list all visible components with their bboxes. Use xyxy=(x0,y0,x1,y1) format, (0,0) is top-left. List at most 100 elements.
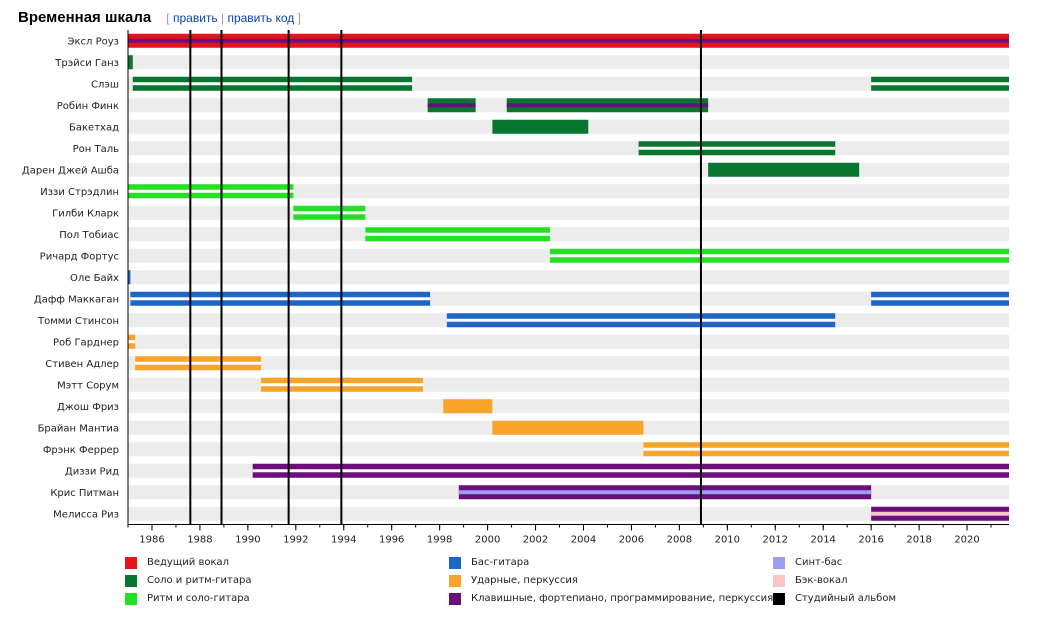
legend-item: Ударные, перкуссия xyxy=(449,574,578,590)
member-name: Ричард Фортус xyxy=(40,251,119,262)
x-tick-label: 2006 xyxy=(619,535,644,546)
member-bar-stripe xyxy=(458,490,872,495)
x-tick-label: 1990 xyxy=(235,535,260,546)
x-tick-label: 2004 xyxy=(571,535,596,546)
legend-swatch xyxy=(449,556,461,569)
legend-swatch xyxy=(125,556,137,569)
member-bar xyxy=(128,55,133,70)
member-name: Иззи Стрэдлин xyxy=(40,187,119,198)
legend-swatch xyxy=(125,574,137,587)
member-bar-stripe xyxy=(130,297,431,301)
legend-label: Синт-бас xyxy=(795,557,843,568)
row-background xyxy=(128,205,1009,220)
x-tick-label: 2008 xyxy=(667,535,692,546)
legend-swatch xyxy=(773,574,785,587)
member-name: Эксл Роуз xyxy=(68,36,119,47)
member-name: Оле Байх xyxy=(70,273,119,284)
legend-item: Ведущий вокал xyxy=(125,556,229,572)
x-tick-label: 1996 xyxy=(379,535,404,546)
x-tick-label: 2002 xyxy=(523,535,548,546)
edit-bracket-open: [ xyxy=(166,11,170,25)
legend-item: Бас-гитара xyxy=(449,556,529,572)
legend-label: Ударные, перкуссия xyxy=(471,575,578,586)
member-name: Диззи Рид xyxy=(65,466,119,477)
studio-album-lines xyxy=(189,30,702,525)
x-tick-label: 1992 xyxy=(283,535,308,546)
member-name: Робин Финк xyxy=(57,101,119,112)
legend-label: Клавишные, фортепиано, программирование,… xyxy=(471,593,774,604)
x-tick-label: 2012 xyxy=(763,535,788,546)
row-background xyxy=(128,227,1009,242)
member-bar-stripe xyxy=(643,447,1009,451)
row-background xyxy=(128,55,1009,70)
x-tick-label: 1986 xyxy=(139,535,164,546)
member-bar-stripe xyxy=(128,189,294,193)
row-background xyxy=(128,377,1009,392)
legend-item: Ритм и соло-гитара xyxy=(125,592,250,608)
member-name: Слэш xyxy=(91,79,119,90)
legend-item: Соло и ритм-гитара xyxy=(125,574,251,590)
member-name: Рон Таль xyxy=(73,144,119,155)
legend-label: Ритм и соло-гитара xyxy=(147,593,250,604)
row-background xyxy=(128,270,1009,285)
edit-code-link[interactable]: править код xyxy=(227,11,295,25)
member-name: Пол Тобиас xyxy=(59,230,119,241)
member-bar-stripe xyxy=(871,82,1009,86)
x-tick-label: 2014 xyxy=(810,535,835,546)
legend-item: Клавишные, фортепиано, программирование,… xyxy=(449,592,773,608)
x-axis: 1986 1988 1990 1992 1994 1996 1998 2000 2002 2004… xyxy=(127,30,1009,546)
member-bar-stripe xyxy=(365,232,550,236)
member-name: Стивен Адлер xyxy=(45,359,119,370)
x-tick-label: 1998 xyxy=(427,535,452,546)
x-tick-label: 2000 xyxy=(475,535,500,546)
timeline-chart: Эксл Роуз Трэйси Ганз Слэш Робин Финк Бакетх… xyxy=(22,30,1009,546)
member-name: Мэтт Сорум xyxy=(57,380,119,391)
legend-swatch xyxy=(449,592,461,605)
row-background xyxy=(128,506,1009,521)
member-bar-stripe xyxy=(128,38,1009,43)
member-bar-stripe xyxy=(135,361,262,365)
member-bar xyxy=(708,162,860,177)
edit-bracket-close: ] xyxy=(297,11,301,25)
legend-label: Бас-гитара xyxy=(471,557,530,568)
member-name: Фрэнк Феррер xyxy=(43,445,119,456)
member-bars xyxy=(128,33,1009,521)
legend-item: Бэк-вокал xyxy=(773,574,848,590)
legend-item: Студийный альбом xyxy=(773,592,896,608)
member-name: Трэйси Ганз xyxy=(54,58,119,69)
edit-link[interactable]: править xyxy=(172,11,218,25)
legend-swatch xyxy=(773,592,785,605)
member-name: Бакетхад xyxy=(69,122,119,133)
member-bar xyxy=(443,399,493,414)
x-tick-label: 1994 xyxy=(331,535,356,546)
legend-label: Бэк-вокал xyxy=(795,575,848,586)
legend-label: Соло и ритм-гитара xyxy=(147,575,252,586)
member-names: Эксл Роуз Трэйси Ганз Слэш Робин Финк Бакетх… xyxy=(22,36,119,520)
row-background xyxy=(128,399,1009,414)
member-name: Крис Питман xyxy=(50,488,119,499)
x-tick-label: 2016 xyxy=(858,535,883,546)
member-name: Гилби Кларк xyxy=(52,208,119,219)
legend-swatch xyxy=(125,592,137,605)
member-name: Роб Гарднер xyxy=(53,337,119,348)
x-tick-label: 1988 xyxy=(187,535,212,546)
legend-swatch xyxy=(773,556,785,569)
x-tick-label: 2018 xyxy=(906,535,931,546)
member-name: Томми Стинсон xyxy=(37,316,119,327)
member-bar xyxy=(492,420,644,435)
row-background xyxy=(128,184,1009,199)
member-bar-stripe xyxy=(871,511,1009,516)
timeline-header: Временная шкала [ править | править код … xyxy=(18,7,301,29)
row-background xyxy=(128,141,1009,156)
member-name: Мелисса Риз xyxy=(53,509,119,520)
row-background xyxy=(128,162,1009,177)
member-name: Дафф Маккаган xyxy=(34,294,119,305)
member-bar-stripe xyxy=(132,82,413,86)
member-bar-stripe xyxy=(638,146,836,150)
member-bar xyxy=(128,270,131,285)
member-bar-stripe xyxy=(427,103,476,108)
legend-swatch xyxy=(449,574,461,587)
member-bar-stripe xyxy=(549,254,1009,258)
member-bar-stripe xyxy=(128,340,136,344)
member-bar-stripe xyxy=(871,297,1009,301)
